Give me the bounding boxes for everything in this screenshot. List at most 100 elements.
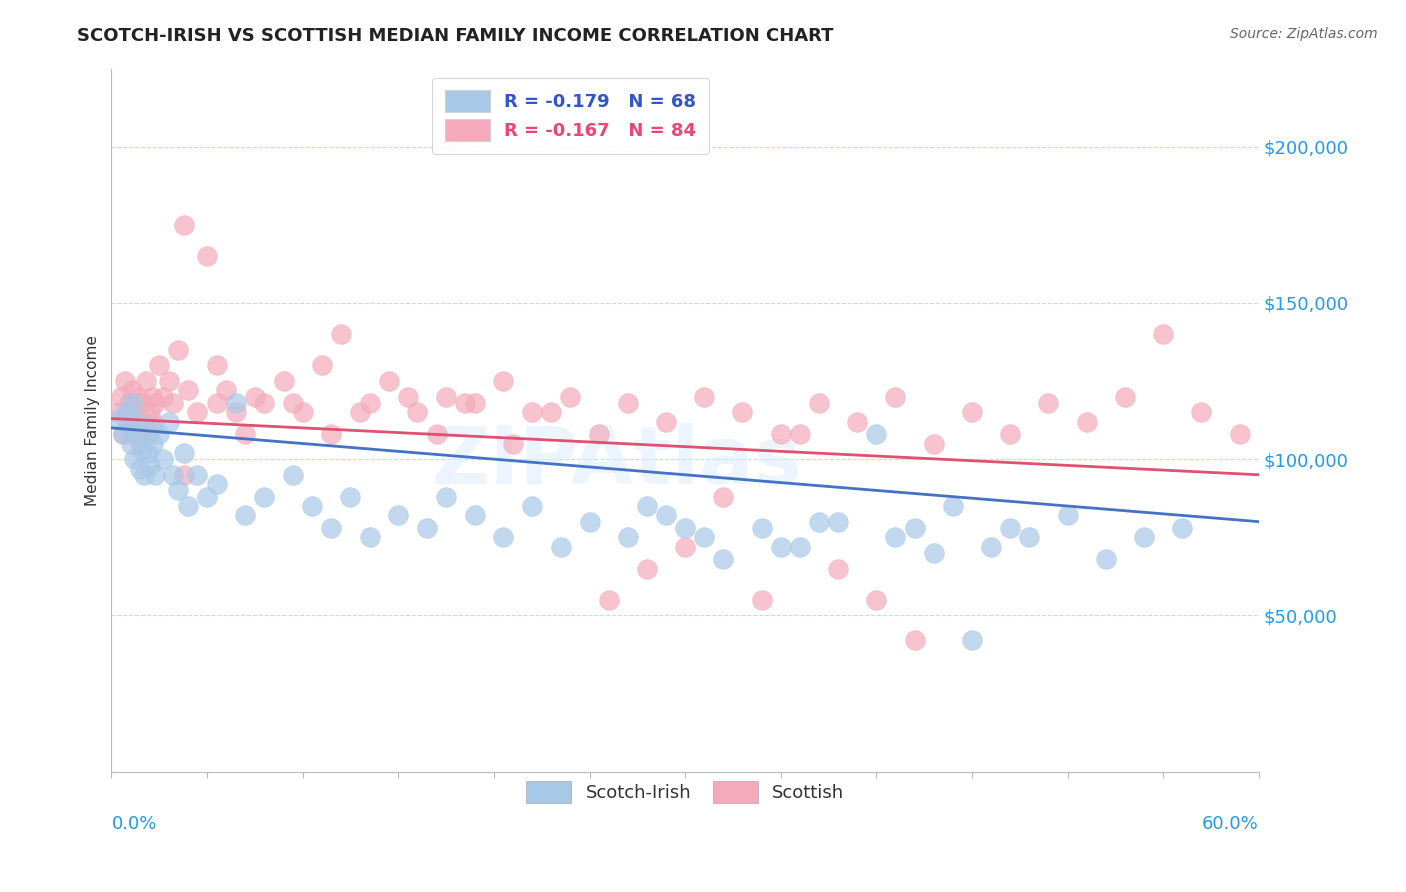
Point <box>195 249 218 263</box>
Point <box>416 521 439 535</box>
Point <box>406 405 429 419</box>
Text: SCOTCH-IRISH VS SCOTTISH MEDIAN FAMILY INCOME CORRELATION CHART: SCOTCH-IRISH VS SCOTTISH MEDIAN FAMILY I… <box>77 27 834 45</box>
Point <box>321 427 343 442</box>
Point <box>129 461 152 475</box>
Point <box>138 405 160 419</box>
Point <box>148 359 170 373</box>
Point <box>1171 521 1194 535</box>
Point <box>616 530 638 544</box>
Point <box>162 467 184 482</box>
Point <box>904 521 927 535</box>
Point <box>205 396 228 410</box>
Point <box>243 390 266 404</box>
Point <box>454 396 477 410</box>
Point <box>173 446 195 460</box>
Point <box>865 427 887 442</box>
Point <box>492 530 515 544</box>
Point <box>807 515 830 529</box>
Point <box>769 427 792 442</box>
Point <box>167 483 190 498</box>
Point <box>1038 396 1060 410</box>
Point <box>1095 552 1118 566</box>
Point <box>387 508 409 523</box>
Point <box>578 515 600 529</box>
Point <box>225 405 247 419</box>
Point <box>105 405 128 419</box>
Point <box>152 452 174 467</box>
Point <box>145 396 167 410</box>
Point <box>215 384 238 398</box>
Point <box>980 540 1002 554</box>
Point <box>253 396 276 410</box>
Point <box>131 396 153 410</box>
Point <box>560 390 582 404</box>
Point <box>588 427 610 442</box>
Point <box>636 561 658 575</box>
Point <box>141 421 163 435</box>
Point <box>520 499 543 513</box>
Point <box>132 415 155 429</box>
Point <box>434 390 457 404</box>
Point <box>464 508 486 523</box>
Text: 0.0%: 0.0% <box>111 815 157 833</box>
Point <box>127 415 149 429</box>
Point <box>769 540 792 554</box>
Point <box>884 530 907 544</box>
Point <box>846 415 869 429</box>
Point <box>225 396 247 410</box>
Point <box>117 396 139 410</box>
Point <box>121 396 143 410</box>
Point <box>124 452 146 467</box>
Point <box>120 436 142 450</box>
Point <box>127 390 149 404</box>
Text: ZIPAtlas: ZIPAtlas <box>430 424 801 501</box>
Point <box>131 442 153 457</box>
Point <box>205 359 228 373</box>
Point <box>789 427 811 442</box>
Point <box>827 561 849 575</box>
Point <box>693 390 716 404</box>
Point <box>129 436 152 450</box>
Point <box>1018 530 1040 544</box>
Point <box>520 405 543 419</box>
Point <box>311 359 333 373</box>
Point <box>108 411 131 425</box>
Point <box>148 427 170 442</box>
Legend: Scotch-Irish, Scottish: Scotch-Irish, Scottish <box>513 768 858 815</box>
Point <box>711 552 734 566</box>
Point <box>205 477 228 491</box>
Point <box>138 458 160 473</box>
Point <box>136 427 159 442</box>
Point <box>807 396 830 410</box>
Point <box>142 436 165 450</box>
Point <box>502 436 524 450</box>
Point <box>329 327 352 342</box>
Point <box>865 592 887 607</box>
Point <box>396 390 419 404</box>
Point <box>135 374 157 388</box>
Point <box>233 427 256 442</box>
Point <box>111 427 134 442</box>
Point <box>115 415 138 429</box>
Point <box>281 467 304 482</box>
Point <box>655 415 678 429</box>
Point <box>711 490 734 504</box>
Point <box>321 521 343 535</box>
Point <box>135 430 157 444</box>
Point <box>942 499 965 513</box>
Point <box>636 499 658 513</box>
Point <box>186 405 208 419</box>
Point <box>195 490 218 504</box>
Point <box>145 467 167 482</box>
Point <box>359 530 381 544</box>
Point <box>173 218 195 232</box>
Point <box>540 405 562 419</box>
Point <box>167 343 190 357</box>
Text: Source: ZipAtlas.com: Source: ZipAtlas.com <box>1230 27 1378 41</box>
Point <box>359 396 381 410</box>
Point <box>904 633 927 648</box>
Point <box>1229 427 1251 442</box>
Point <box>464 396 486 410</box>
Point <box>827 515 849 529</box>
Point <box>125 405 148 419</box>
